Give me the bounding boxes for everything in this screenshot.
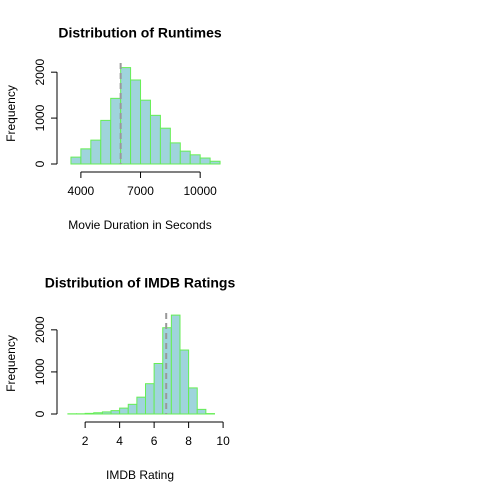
y-tick-label: 0 bbox=[33, 160, 47, 167]
x-tick-label: 4000 bbox=[68, 184, 95, 198]
histogram-bar bbox=[196, 408, 207, 415]
histogram-bar bbox=[149, 114, 161, 165]
histogram-bar bbox=[159, 127, 171, 165]
chart-title: Distribution of Runtimes bbox=[58, 25, 222, 41]
x-tick-label: 10 bbox=[216, 434, 230, 448]
histogram-bar bbox=[169, 142, 181, 165]
x-axis-label: IMDB Rating bbox=[106, 468, 174, 482]
histogram-bar bbox=[110, 410, 121, 415]
x-tick-label: 6 bbox=[151, 434, 158, 448]
histogram-bar bbox=[170, 314, 181, 415]
histogram-bar bbox=[110, 97, 122, 165]
histogram-bar bbox=[140, 99, 151, 165]
histogram-bar bbox=[153, 363, 164, 415]
x-tick-label: 10000 bbox=[183, 184, 217, 198]
histogram-bar bbox=[130, 79, 142, 165]
histogram-bar bbox=[101, 411, 112, 415]
x-tick-label: 8 bbox=[185, 434, 192, 448]
histogram-bar bbox=[136, 396, 146, 415]
x-tick-label: 7000 bbox=[127, 184, 154, 198]
histogram-bar bbox=[120, 67, 132, 165]
y-tick-label: 0 bbox=[33, 410, 47, 417]
histogram-bar bbox=[179, 150, 191, 165]
histogram-bar bbox=[199, 157, 211, 165]
chart-title: Distribution of IMDB Ratings bbox=[45, 275, 236, 291]
y-tick-label: 1000 bbox=[33, 358, 47, 385]
histogram-bar bbox=[90, 139, 102, 165]
histogram-bar bbox=[84, 412, 95, 415]
y-tick-label: 2000 bbox=[33, 316, 47, 343]
histogram-bar bbox=[145, 383, 155, 415]
histogram-bar bbox=[119, 407, 129, 415]
y-tick-label: 1000 bbox=[33, 104, 47, 131]
histogram-bar bbox=[162, 327, 172, 415]
x-axis-label: Movie Duration in Seconds bbox=[68, 218, 211, 232]
histogram-bar bbox=[80, 148, 92, 165]
histogram-bar bbox=[70, 156, 82, 165]
histogram-bar bbox=[100, 119, 112, 165]
y-axis-label: Frequency bbox=[4, 335, 18, 392]
histogram-bar bbox=[93, 412, 103, 415]
histogram-bar bbox=[188, 387, 198, 415]
histogram-bar bbox=[127, 403, 138, 415]
histogram-bar bbox=[189, 154, 201, 165]
y-axis-label: Frequency bbox=[4, 85, 18, 142]
y-tick-label: 2000 bbox=[33, 59, 47, 86]
x-tick-label: 2 bbox=[82, 434, 89, 448]
histogram-bar bbox=[179, 349, 190, 415]
histogram-bar bbox=[209, 160, 221, 165]
x-tick-label: 4 bbox=[116, 434, 123, 448]
